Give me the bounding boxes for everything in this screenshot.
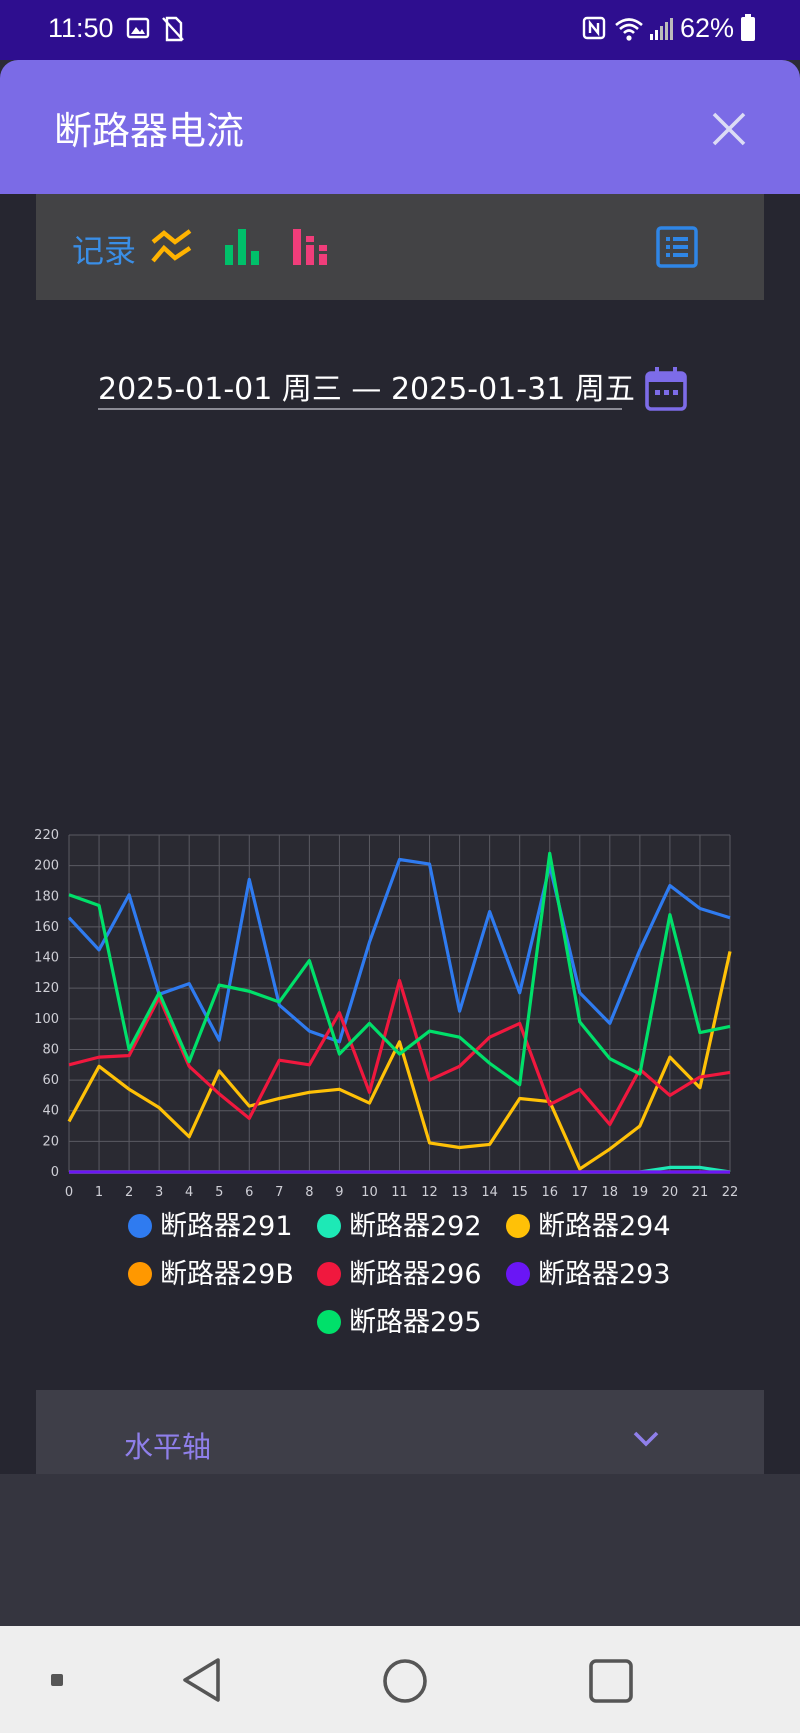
wifi-icon bbox=[615, 18, 643, 41]
bar-chart-icon[interactable] bbox=[224, 228, 262, 266]
line-chart-icon[interactable] bbox=[150, 228, 194, 268]
battery-icon bbox=[741, 14, 755, 41]
battery-percent: 62% bbox=[680, 13, 735, 43]
x-tick-label: 8 bbox=[305, 1185, 313, 1200]
legend-label: 断路器295 bbox=[349, 1307, 482, 1338]
x-tick-label: 13 bbox=[451, 1185, 468, 1200]
y-tick-label: 20 bbox=[42, 1134, 59, 1149]
home-icon[interactable] bbox=[382, 1658, 428, 1704]
legend-label: 断路器296 bbox=[349, 1259, 482, 1290]
no-sim-icon bbox=[162, 16, 184, 42]
signal-icon bbox=[650, 18, 673, 40]
x-tick-label: 19 bbox=[632, 1185, 649, 1200]
legend-color-dot bbox=[128, 1262, 152, 1286]
y-tick-label: 40 bbox=[42, 1104, 59, 1119]
x-tick-label: 10 bbox=[361, 1185, 378, 1200]
legend-item[interactable]: 断路器29B bbox=[128, 1252, 294, 1291]
y-tick-label: 140 bbox=[34, 951, 59, 966]
legend-color-dot bbox=[317, 1262, 341, 1286]
horizontal-axis-label: 水平轴 bbox=[124, 1430, 212, 1464]
legend-label: 断路器29B bbox=[160, 1259, 294, 1290]
x-tick-label: 4 bbox=[185, 1185, 193, 1200]
x-tick-label: 22 bbox=[722, 1185, 739, 1200]
legend-item[interactable]: 断路器294 bbox=[506, 1204, 671, 1243]
legend-color-dot bbox=[317, 1310, 341, 1334]
x-tick-label: 1 bbox=[95, 1185, 103, 1200]
legend-label: 断路器291 bbox=[160, 1211, 293, 1242]
x-tick-label: 21 bbox=[692, 1185, 709, 1200]
legend-label: 断路器292 bbox=[349, 1211, 482, 1242]
date-range-text: 2025-01-01 周三 — 2025-01-31 周五 bbox=[98, 372, 635, 407]
x-tick-label: 9 bbox=[335, 1185, 343, 1200]
legend-color-dot bbox=[317, 1214, 341, 1238]
legend-item[interactable]: 断路器295 bbox=[317, 1300, 482, 1339]
legend-item[interactable]: 断路器293 bbox=[506, 1252, 671, 1291]
x-tick-label: 3 bbox=[155, 1185, 163, 1200]
x-tick-label: 18 bbox=[602, 1185, 619, 1200]
y-tick-label: 100 bbox=[34, 1012, 59, 1027]
x-tick-label: 6 bbox=[245, 1185, 253, 1200]
x-tick-label: 20 bbox=[662, 1185, 679, 1200]
legend-label: 断路器294 bbox=[538, 1211, 671, 1242]
y-tick-label: 60 bbox=[42, 1073, 59, 1088]
recents-icon[interactable] bbox=[588, 1658, 634, 1704]
x-tick-label: 15 bbox=[511, 1185, 528, 1200]
overview-dot-icon[interactable] bbox=[50, 1673, 64, 1687]
legend-color-dot bbox=[506, 1214, 530, 1238]
x-tick-label: 16 bbox=[541, 1185, 558, 1200]
grouped-bar-chart-icon[interactable] bbox=[292, 228, 330, 266]
dialog-title: 断路器电流 bbox=[54, 109, 245, 153]
x-tick-label: 7 bbox=[275, 1185, 283, 1200]
x-tick-label: 14 bbox=[481, 1185, 498, 1200]
dialog-header: 断路器电流 bbox=[0, 60, 800, 194]
image-icon bbox=[126, 17, 150, 39]
chevron-down-icon[interactable] bbox=[632, 1430, 660, 1448]
y-tick-label: 220 bbox=[34, 828, 59, 843]
x-tick-label: 11 bbox=[391, 1185, 408, 1200]
x-tick-label: 12 bbox=[421, 1185, 438, 1200]
x-tick-label: 2 bbox=[125, 1185, 133, 1200]
dialog-content: 记录 2025-01-01 周三 — 2025-01-31 周五 0 20 40 60… bbox=[0, 194, 800, 1474]
date-range-field[interactable]: 2025-01-01 周三 — 2025-01-31 周五 bbox=[98, 364, 635, 410]
x-tick-label: 17 bbox=[571, 1185, 588, 1200]
legend-item[interactable]: 断路器296 bbox=[317, 1252, 482, 1291]
legend-color-dot bbox=[128, 1214, 152, 1238]
status-time: 11:50 bbox=[48, 13, 114, 43]
horizontal-axis-panel[interactable]: 水平轴 bbox=[36, 1390, 764, 1474]
series-line-7 bbox=[68, 851, 731, 1087]
bottom-background bbox=[0, 1474, 800, 1626]
nfc-icon bbox=[582, 16, 606, 40]
chart-toolbar: 记录 bbox=[36, 194, 764, 300]
y-tick-label: 0 bbox=[51, 1165, 59, 1180]
legend-label: 断路器293 bbox=[538, 1259, 671, 1290]
record-label[interactable]: 记录 bbox=[72, 232, 137, 270]
series-line-3 bbox=[67, 951, 732, 1171]
y-tick-label: 180 bbox=[34, 889, 59, 904]
series-line-5 bbox=[68, 978, 731, 1127]
y-tick-label: 160 bbox=[34, 920, 59, 935]
status-bar: 11:50 62% bbox=[0, 0, 800, 60]
legend-item[interactable]: 断路器292 bbox=[317, 1204, 482, 1243]
series-line-1 bbox=[67, 857, 731, 1044]
list-icon[interactable] bbox=[656, 226, 698, 268]
calendar-icon[interactable] bbox=[644, 366, 688, 412]
legend-item[interactable]: 断路器291 bbox=[128, 1204, 293, 1243]
x-tick-label: 0 bbox=[65, 1185, 73, 1200]
y-tick-label: 200 bbox=[34, 859, 59, 874]
back-icon[interactable] bbox=[180, 1656, 224, 1704]
x-tick-label: 5 bbox=[215, 1185, 223, 1200]
legend-color-dot bbox=[506, 1262, 530, 1286]
y-tick-label: 80 bbox=[42, 1042, 59, 1057]
close-icon[interactable] bbox=[710, 110, 748, 148]
navigation-bar bbox=[0, 1626, 800, 1733]
y-tick-label: 120 bbox=[34, 981, 59, 996]
